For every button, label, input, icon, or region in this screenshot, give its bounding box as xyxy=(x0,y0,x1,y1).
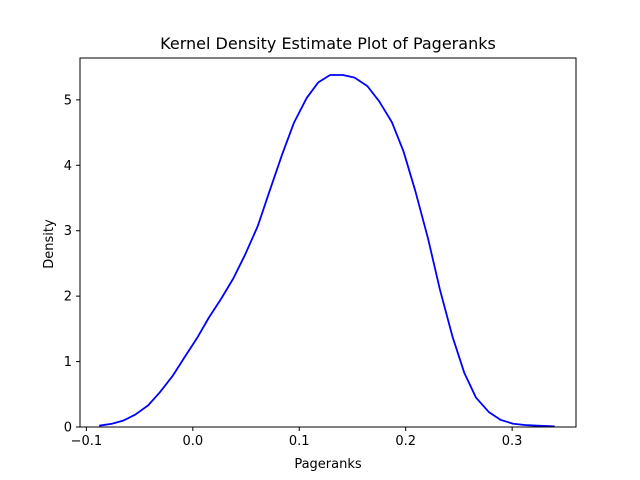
x-tick-label: 0.1 xyxy=(289,434,310,449)
y-tick-label: 3 xyxy=(64,224,72,239)
y-tick-label: 0 xyxy=(64,421,72,436)
y-tick-label: 2 xyxy=(64,290,72,305)
y-tick-label: 1 xyxy=(64,355,72,370)
y-tick-label: 4 xyxy=(64,159,72,174)
density-line-0 xyxy=(99,74,555,428)
axis-ticks: −0.1 0.0 0.1 0.2 0.3 0 1 2 3 4 5 xyxy=(64,93,523,449)
plot-area xyxy=(79,57,577,428)
plot-frame xyxy=(79,57,577,428)
x-tick-label: 0.2 xyxy=(395,434,416,449)
chart-title: Kernel Density Estimate Plot of Pagerank… xyxy=(160,34,496,53)
x-axis-label: Pageranks xyxy=(294,457,362,472)
y-axis-label: Density xyxy=(42,219,57,269)
y-tick-label: 5 xyxy=(64,93,72,108)
x-tick-label: 0.0 xyxy=(182,434,203,449)
x-tick-label: 0.3 xyxy=(502,434,523,449)
x-tick-label: −0.1 xyxy=(71,434,103,449)
